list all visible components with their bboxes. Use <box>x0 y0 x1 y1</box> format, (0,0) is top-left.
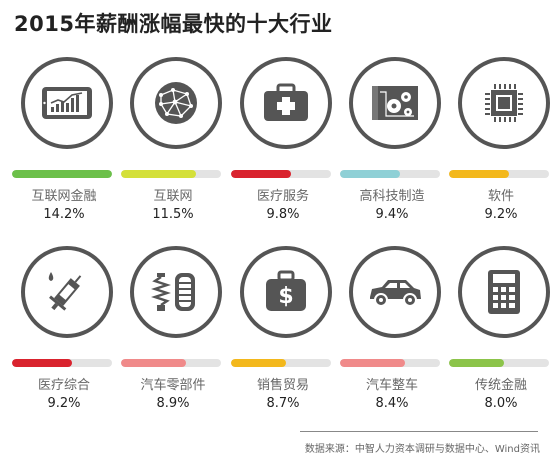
money-bag-icon: $ <box>240 246 332 338</box>
value-label: 8.4% <box>375 396 409 411</box>
page-title: 2015年薪酬涨幅最快的十大行业 <box>14 12 333 36</box>
category-label: 互联网 <box>153 189 193 204</box>
value-label: 9.2% <box>484 207 518 222</box>
category-label: 软件 <box>487 189 514 204</box>
suspension-tire-icon <box>130 246 222 338</box>
calculator-icon <box>458 246 550 338</box>
microchip-icon <box>458 57 550 149</box>
bar-track <box>340 359 440 367</box>
bar-fill <box>121 359 186 367</box>
blueprint-gears-icon <box>349 57 441 149</box>
bar-fill <box>449 359 504 367</box>
value-label: 8.0% <box>484 396 518 411</box>
bar-track <box>121 359 221 367</box>
category-label: 汽车零部件 <box>140 378 206 393</box>
bar-fill <box>231 359 286 367</box>
value-label: 9.2% <box>47 396 81 411</box>
value-label: 11.5% <box>152 207 194 222</box>
value-label: 8.7% <box>266 396 300 411</box>
bar-track <box>231 170 331 178</box>
bar-track <box>12 359 112 367</box>
bar-fill <box>121 170 196 178</box>
value-label: 9.4% <box>375 207 409 222</box>
bar-track <box>449 359 549 367</box>
bar-track <box>12 170 112 178</box>
category-label: 医疗服务 <box>256 189 309 204</box>
bar-fill <box>340 170 400 178</box>
bar-fill <box>12 170 112 178</box>
value-label: 9.8% <box>266 207 300 222</box>
bar-fill <box>12 359 72 367</box>
category-label: 销售贸易 <box>256 378 309 393</box>
svg-text:$: $ <box>278 284 293 309</box>
syringe-icon <box>21 246 113 338</box>
category-label: 互联网金融 <box>31 189 97 204</box>
globe-network-icon <box>130 57 222 149</box>
bar-track <box>231 359 331 367</box>
bar-track <box>121 170 221 178</box>
bar-track <box>449 170 549 178</box>
bar-fill <box>340 359 405 367</box>
value-label: 14.2% <box>43 207 85 222</box>
medical-kit-icon <box>240 57 332 149</box>
category-label: 传统金融 <box>474 378 527 393</box>
source-note: 数据来源：中智人力资本调研与数据中心、Wind资讯 <box>304 444 540 455</box>
category-label: 汽车整车 <box>365 378 418 393</box>
bar-track <box>340 170 440 178</box>
bar-fill <box>231 170 291 178</box>
tablet-chart-icon <box>21 57 113 149</box>
car-icon <box>349 246 441 338</box>
footer-divider <box>300 431 538 432</box>
category-label: 医疗综合 <box>37 378 90 393</box>
category-label: 高科技制造 <box>359 189 425 204</box>
bar-fill <box>449 170 509 178</box>
value-label: 8.9% <box>156 396 190 411</box>
